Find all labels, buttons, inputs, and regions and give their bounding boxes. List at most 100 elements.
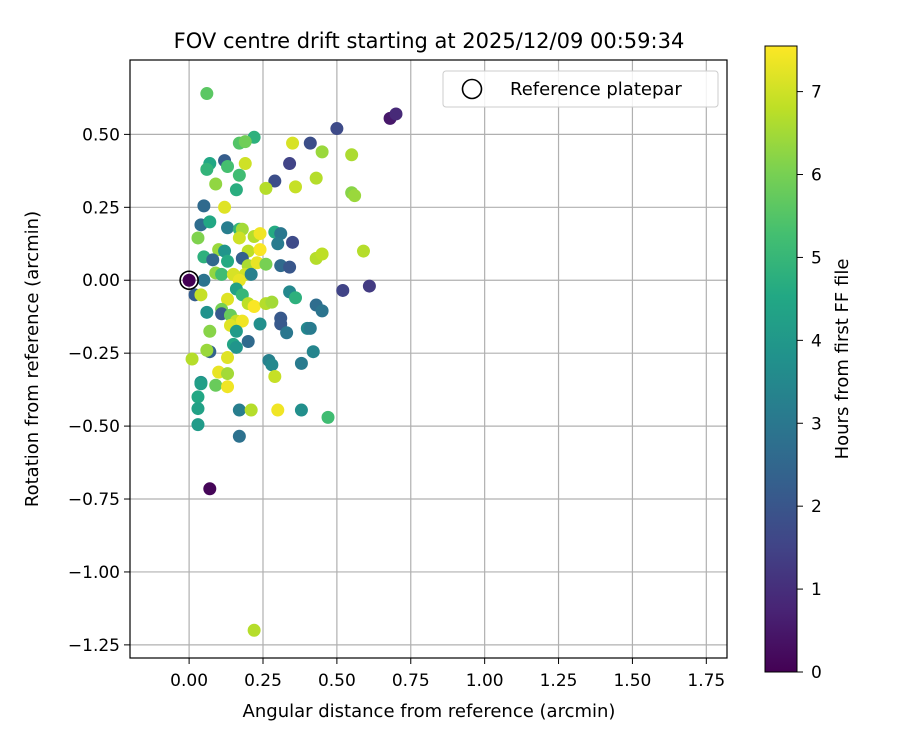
y-axis-label: Rotation from reference (arcmin): [22, 211, 43, 507]
data-point: [200, 343, 214, 357]
x-tick-label: 1.25: [540, 671, 578, 691]
y-tick-label: −0.75: [68, 490, 120, 510]
data-point: [247, 623, 261, 637]
data-point: [283, 260, 297, 274]
x-tick-label: 0.50: [318, 671, 356, 691]
data-point: [185, 352, 199, 366]
data-point: [200, 162, 214, 176]
colorbar-tick-label: 6: [811, 166, 822, 186]
data-point: [286, 235, 300, 249]
data-point: [229, 340, 243, 354]
data-point: [389, 107, 403, 121]
data-point: [232, 403, 246, 417]
data-point: [221, 380, 235, 394]
data-point: [229, 183, 243, 197]
data-point: [283, 157, 297, 171]
data-point: [244, 267, 258, 281]
y-ticks: 0.50 0.25 0.00 −0.25 −0.50 −0.75 −1.00 −1.25: [68, 125, 130, 656]
x-tick-label: 0.75: [392, 671, 430, 691]
data-point: [232, 168, 246, 182]
data-point: [221, 221, 235, 235]
data-point: [330, 122, 344, 136]
colorbar-tick-label: 1: [811, 580, 822, 600]
data-point: [289, 291, 303, 305]
data-point: [265, 358, 279, 372]
colorbar-tick-label: 5: [811, 248, 822, 268]
y-tick-label: −1.25: [68, 636, 120, 656]
data-point: [289, 180, 303, 194]
data-point: [218, 244, 232, 258]
data-points: [182, 87, 403, 637]
reference-data-point: [182, 273, 196, 287]
plot-frame: [129, 59, 728, 659]
y-tick-label: −0.50: [68, 417, 120, 437]
data-point: [259, 181, 273, 195]
data-point: [294, 356, 308, 370]
data-point: [238, 157, 252, 171]
data-point: [268, 174, 282, 188]
x-tick-label: 1.50: [613, 671, 651, 691]
data-point: [280, 326, 294, 340]
data-point: [271, 403, 285, 417]
data-point: [194, 377, 208, 391]
data-point: [294, 403, 308, 417]
y-tick-label: −0.25: [68, 344, 120, 364]
colorbar-gradient: [764, 45, 798, 673]
colorbar-tick-label: 3: [811, 414, 822, 434]
data-point: [232, 231, 246, 245]
data-point: [191, 402, 205, 416]
data-point: [253, 317, 267, 331]
data-point: [235, 314, 249, 328]
data-point: [303, 321, 317, 335]
y-tick-label: 0.25: [82, 198, 120, 218]
data-point: [274, 227, 288, 241]
legend-entry-label: Reference platepar: [510, 79, 682, 100]
data-point: [209, 378, 223, 392]
data-point: [221, 292, 235, 306]
x-tick-label: 0.25: [244, 671, 282, 691]
data-point: [268, 370, 282, 384]
data-point: [244, 403, 258, 417]
data-point: [200, 87, 214, 101]
data-point: [345, 148, 359, 162]
data-point: [203, 482, 217, 496]
reference-platepar-marker: [179, 270, 199, 291]
data-point: [221, 351, 235, 365]
data-point: [306, 345, 320, 359]
data-point: [286, 136, 300, 150]
data-point: [336, 283, 350, 297]
x-ticks: 0.00 0.25 0.50 0.75 1.00 1.25 1.50 1.75: [170, 658, 725, 691]
data-point: [221, 254, 235, 268]
data-point: [241, 334, 255, 348]
data-point: [265, 295, 279, 309]
data-point: [356, 244, 370, 258]
colorbar-tick-label: 7: [811, 83, 822, 103]
data-point: [203, 215, 217, 229]
data-point: [315, 145, 329, 159]
data-point: [197, 199, 211, 213]
grid-lines: [130, 60, 727, 658]
data-point: [206, 253, 220, 267]
colorbar-tick-label: 4: [811, 331, 822, 351]
data-point: [348, 189, 362, 203]
data-point: [259, 257, 273, 271]
y-tick-label: 0.50: [82, 125, 120, 145]
chart-title: FOV centre drift starting at 2025/12/09 …: [174, 29, 685, 53]
legend-box: [442, 70, 719, 108]
data-point: [303, 136, 317, 150]
data-point: [221, 367, 235, 381]
data-point: [232, 429, 246, 443]
data-point: [197, 273, 211, 287]
data-point: [315, 247, 329, 261]
data-point: [191, 231, 205, 245]
x-tick-label: 0.00: [170, 671, 208, 691]
colorbar-tick-label: 0: [811, 663, 822, 683]
data-point: [321, 410, 335, 424]
x-tick-label: 1.00: [466, 671, 504, 691]
colorbar-label: Hours from first FF file: [832, 259, 853, 460]
colorbar-tick-label: 2: [811, 497, 822, 517]
data-point: [253, 227, 267, 241]
data-point: [238, 135, 252, 149]
y-tick-label: −1.00: [68, 563, 120, 583]
